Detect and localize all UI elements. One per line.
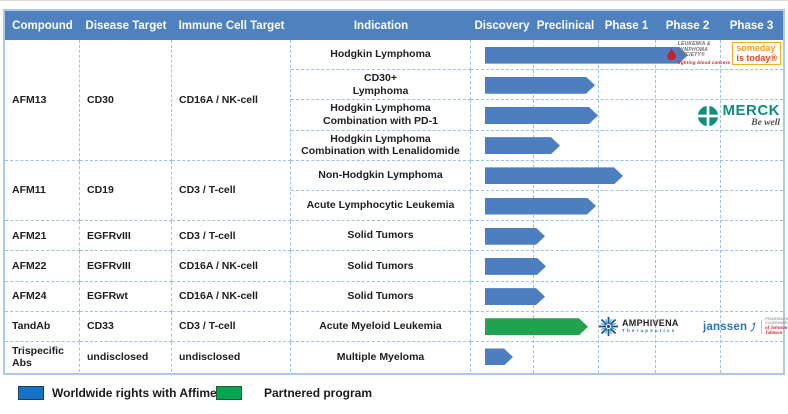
divider — [760, 319, 762, 334]
phase-progress-cell — [471, 191, 783, 222]
immune-cell-target-cell: CD16A / NK-cell — [172, 281, 291, 312]
indication-cell: Acute Myeloid Leukemia — [291, 311, 471, 342]
legend-label: Partnered program — [264, 386, 373, 400]
phase-progress-cell — [471, 221, 783, 252]
legend-partnered-program: Partnered program — [216, 385, 372, 401]
compound-cell: AFM11 — [5, 160, 80, 222]
disease-target-cell: CD33 — [80, 311, 172, 342]
header-phase-3: Phase 3 — [729, 19, 774, 32]
lls-org-text: LEUKEMIA & LYMPHOMA SOCIETY® fighting bl… — [677, 41, 731, 65]
disease-target-cell: EGFRvIII — [80, 221, 172, 252]
disease-target-cell: EGFRvIII — [80, 251, 172, 282]
merck-icon — [697, 105, 718, 126]
phase-progress-cell — [471, 70, 783, 101]
lls-slogan: someday is today® — [732, 42, 781, 65]
pipeline-bar — [485, 318, 588, 335]
compound-cell: Trispecific Abs — [5, 341, 80, 373]
phase-progress-cell — [471, 161, 783, 191]
header-immune-cell-target: Immune Cell Target — [178, 19, 285, 32]
immune-cell-target-cell: undisclosed — [172, 341, 291, 373]
compound-cell: AFM13 — [5, 40, 80, 161]
disease-target-cell: EGFRwt — [80, 281, 172, 312]
indication-cell: CD30+ Lymphoma — [291, 70, 471, 101]
phase-progress-cell: LEUKEMIA & LYMPHOMA SOCIETY® fighting bl… — [471, 40, 783, 71]
header-preclinical: Preclinical — [536, 19, 595, 32]
indication-cell: Solid Tumors — [291, 281, 471, 312]
immune-cell-target-cell: CD16A / NK-cell — [172, 251, 291, 282]
disease-target-cell: CD30 — [80, 40, 172, 161]
merck-logo: MERCK Be well — [697, 103, 780, 128]
pipeline-bar — [485, 288, 545, 305]
header-compound: Compound — [12, 19, 73, 32]
compound-cell: AFM24 — [5, 281, 80, 312]
pipeline-bar — [485, 47, 688, 64]
header-phase-1: Phase 1 — [604, 19, 649, 32]
table-header: Compound Disease Target Immune Cell Targ… — [5, 11, 783, 40]
janssen-logo: janssen PHARMACEUTICAL COMPANIES of John… — [703, 316, 788, 337]
indication-cell: Non-Hodgkin Lymphoma — [291, 160, 471, 191]
pipeline-bar — [485, 77, 595, 94]
indication-cell: Hodgkin Lymphoma — [291, 40, 471, 71]
pipeline-bar — [485, 198, 596, 215]
legend-swatch-blue — [18, 386, 44, 400]
janssen-swoosh-icon — [750, 321, 756, 332]
pipeline-bar — [485, 258, 546, 275]
amphivena-logo: AMPHIVENA Therapeutics — [598, 316, 679, 337]
phase-progress-cell — [471, 282, 783, 312]
disease-target-cell: CD19 — [80, 160, 172, 222]
indication-cell: Hodgkin Lymphoma Combination with PD-1 — [291, 100, 471, 131]
legend-swatch-green — [216, 386, 242, 400]
header-disease-target: Disease Target — [85, 19, 167, 32]
indication-cell: Acute Lymphocytic Leukemia — [291, 190, 471, 222]
phase-progress-cell: MERCK Be well — [471, 100, 783, 131]
indication-cell: Multiple Myeloma — [291, 341, 471, 373]
pipeline-bar — [485, 348, 513, 365]
immune-cell-target-cell: CD16A / NK-cell — [172, 40, 291, 161]
table-body: AFM13 AFM11 AFM21 AFM22 AFM24 TandAb Tri… — [5, 40, 788, 373]
compound-cell: TandAb — [5, 311, 80, 342]
indication-cell: Solid Tumors — [291, 251, 471, 282]
pipeline-table: Compound Disease Target Immune Cell Targ… — [3, 9, 788, 375]
phase-progress-cell — [471, 131, 783, 161]
blood-drop-icon — [666, 47, 676, 60]
compound-cell: AFM21 — [5, 221, 80, 252]
phase-progress-cell — [471, 342, 783, 372]
immune-cell-target-cell: CD3 / T-cell — [172, 221, 291, 252]
phase-progress-cell: AMPHIVENA Therapeutics janssen PHARMACEU… — [471, 312, 788, 342]
legend-label: Worldwide rights with Affimed — [52, 386, 224, 400]
legend-worldwide-rights: Worldwide rights with Affimed — [18, 385, 224, 401]
indication-cell: Solid Tumors — [291, 221, 471, 252]
immune-cell-target-cell: CD3 / T-cell — [172, 311, 291, 342]
pipeline-bar — [485, 107, 598, 124]
indication-cell: Hodgkin Lymphoma Combination with Lenalid… — [291, 130, 471, 161]
compound-cell: AFM22 — [5, 251, 80, 282]
header-phase-2: Phase 2 — [665, 19, 710, 32]
pipeline-bar — [485, 167, 623, 184]
starburst-icon — [598, 316, 619, 336]
pipeline-bar — [485, 137, 560, 154]
phase-progress-cell — [471, 251, 783, 282]
header-discovery: Discovery — [474, 19, 530, 32]
immune-cell-target-cell: CD3 / T-cell — [172, 160, 291, 222]
pipeline-bar — [485, 228, 545, 245]
leukemia-lymphoma-society-logo: LEUKEMIA & LYMPHOMA SOCIETY® fighting bl… — [666, 41, 781, 65]
header-indication: Indication — [353, 19, 409, 32]
disease-target-cell: undisclosed — [80, 341, 172, 373]
